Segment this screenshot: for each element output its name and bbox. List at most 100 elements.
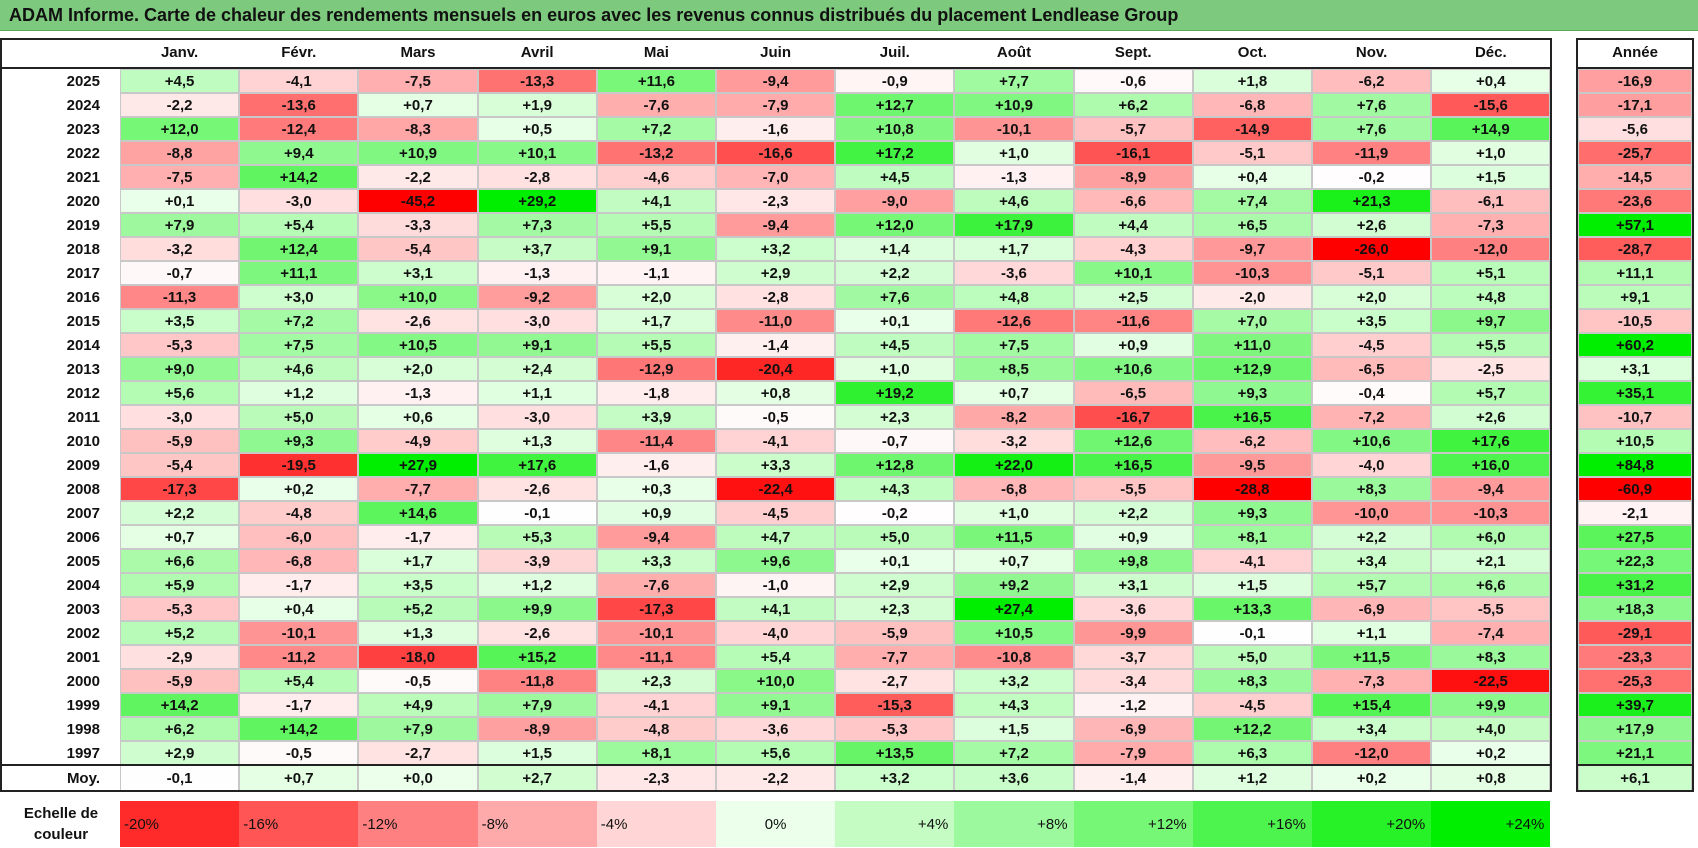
heatmap-cell: -1,3 <box>954 165 1074 189</box>
heatmap-cell: -10,3 <box>1431 501 1551 525</box>
heatmap-cell: +0,7 <box>358 93 478 117</box>
heatmap-cell: -4,8 <box>596 717 716 741</box>
year-label: 2020 <box>66 192 100 210</box>
annual-cell: -16,9 <box>1578 69 1692 93</box>
color-scale-label-line2: couleur <box>33 826 89 843</box>
heatmap-cell: -4,1 <box>596 693 716 717</box>
heatmap-cell: +6,0 <box>1431 525 1551 549</box>
heatmap-cell: +1,3 <box>358 621 478 645</box>
heatmap-cell: +12,0 <box>120 117 240 141</box>
heatmap-cell: -13,3 <box>477 69 597 93</box>
year-label: 2025 <box>66 72 100 90</box>
month-header: Juil. <box>879 43 910 61</box>
heatmap-cell: -3,7 <box>1073 645 1193 669</box>
heatmap-cell: +4,5 <box>835 165 955 189</box>
year-label: 1998 <box>66 720 100 738</box>
annual-cell: +39,7 <box>1578 693 1692 717</box>
month-header: Mai <box>643 43 669 61</box>
heatmap-cell: +7,5 <box>954 333 1074 357</box>
heatmap-cell: -4,0 <box>716 621 836 645</box>
heatmap-cell: -0,5 <box>358 669 478 693</box>
heatmap-cell: -7,2 <box>1312 405 1432 429</box>
heatmap-cell: -7,9 <box>716 93 836 117</box>
average-cell: +0,2 <box>1312 765 1432 791</box>
heatmap-cell: +1,3 <box>477 429 597 453</box>
heatmap-cell: +10,5 <box>358 333 478 357</box>
heatmap-cell: -14,9 <box>1192 117 1312 141</box>
heatmap-cell: -0,5 <box>716 405 836 429</box>
annual-cell: -23,3 <box>1578 645 1692 669</box>
heatmap-cell: +6,2 <box>1073 93 1193 117</box>
heatmap-cell: +12,2 <box>1192 717 1312 741</box>
heatmap-cell: +1,0 <box>954 141 1074 165</box>
heatmap-cell: +3,2 <box>954 669 1074 693</box>
heatmap-cell: -2,0 <box>1192 285 1312 309</box>
heatmap-cell: +1,5 <box>477 741 597 765</box>
heatmap-cell: +7,7 <box>954 69 1074 93</box>
heatmap-cell: +1,0 <box>835 357 955 381</box>
average-cell: +0,7 <box>239 765 359 791</box>
heatmap-cell: +7,6 <box>835 285 955 309</box>
heatmap-cell: -3,0 <box>477 309 597 333</box>
heatmap-cell: +3,7 <box>477 237 597 261</box>
heatmap-cell: -9,4 <box>1431 477 1551 501</box>
heatmap-cell: +5,4 <box>239 213 359 237</box>
year-label: 2017 <box>66 264 100 282</box>
average-cell: +3,6 <box>954 765 1074 791</box>
heatmap-cell: -4,1 <box>1192 549 1312 573</box>
heatmap-cell: +0,2 <box>239 477 359 501</box>
heatmap-cell: -11,1 <box>596 645 716 669</box>
heatmap-cell: +7,9 <box>358 717 478 741</box>
heatmap-cell: -8,9 <box>1073 165 1193 189</box>
heatmap-cell: -19,5 <box>239 453 359 477</box>
heatmap-cell: -0,7 <box>835 429 955 453</box>
year-label: 2024 <box>66 96 100 114</box>
heatmap-cell: -7,7 <box>835 645 955 669</box>
annual-header-divider <box>1576 67 1694 69</box>
heatmap-cell: -4,5 <box>716 501 836 525</box>
heatmap-cell: -9,4 <box>596 525 716 549</box>
heatmap-cell: +2,2 <box>1073 501 1193 525</box>
year-label: 2008 <box>66 480 100 498</box>
heatmap-cell: -15,3 <box>835 693 955 717</box>
heatmap-cell: -1,3 <box>358 381 478 405</box>
heatmap-cell: +6,5 <box>1192 213 1312 237</box>
heatmap-cell: -6,9 <box>1312 597 1432 621</box>
heatmap-cell: +2,1 <box>1431 549 1551 573</box>
heatmap-cell: +5,2 <box>120 621 240 645</box>
heatmap-cell: -10,0 <box>1312 501 1432 525</box>
year-label: 2018 <box>66 240 100 258</box>
heatmap-cell: -3,9 <box>477 549 597 573</box>
heatmap-cell: +1,7 <box>954 237 1074 261</box>
color-scale-step: -8% <box>477 801 597 847</box>
year-label: 2002 <box>66 624 100 642</box>
heatmap-cell: +3,5 <box>358 573 478 597</box>
heatmap-cell: -6,8 <box>1192 93 1312 117</box>
heatmap-cell: +10,9 <box>358 141 478 165</box>
heatmap-cell: -0,2 <box>1312 165 1432 189</box>
heatmap-cell: -5,4 <box>120 453 240 477</box>
heatmap-cell: -1,1 <box>596 261 716 285</box>
month-header: Avril <box>520 43 554 61</box>
heatmap-cell: +9,4 <box>239 141 359 165</box>
heatmap-cell: -8,2 <box>954 405 1074 429</box>
heatmap-cell: -4,3 <box>1073 237 1193 261</box>
heatmap-cell: +29,2 <box>477 189 597 213</box>
month-header: Janv. <box>160 43 199 61</box>
heatmap-cell: +2,2 <box>120 501 240 525</box>
heatmap-cell: +5,5 <box>596 333 716 357</box>
heatmap-cell: +3,1 <box>1073 573 1193 597</box>
heatmap-cell: +7,6 <box>1312 93 1432 117</box>
heatmap-cell: +13,5 <box>835 741 955 765</box>
heatmap-cell: +16,0 <box>1431 453 1551 477</box>
heatmap-cell: +4,1 <box>596 189 716 213</box>
heatmap-cell: -5,9 <box>120 669 240 693</box>
heatmap-cell: +4,9 <box>358 693 478 717</box>
heatmap-cell: -12,9 <box>596 357 716 381</box>
year-label: 1999 <box>66 696 100 714</box>
heatmap-cell: -5,1 <box>1312 261 1432 285</box>
heatmap-cell: -2,7 <box>358 741 478 765</box>
heatmap-cell: +0,4 <box>1192 165 1312 189</box>
heatmap-cell: +1,8 <box>1192 69 1312 93</box>
annual-cell: +84,8 <box>1578 453 1692 477</box>
